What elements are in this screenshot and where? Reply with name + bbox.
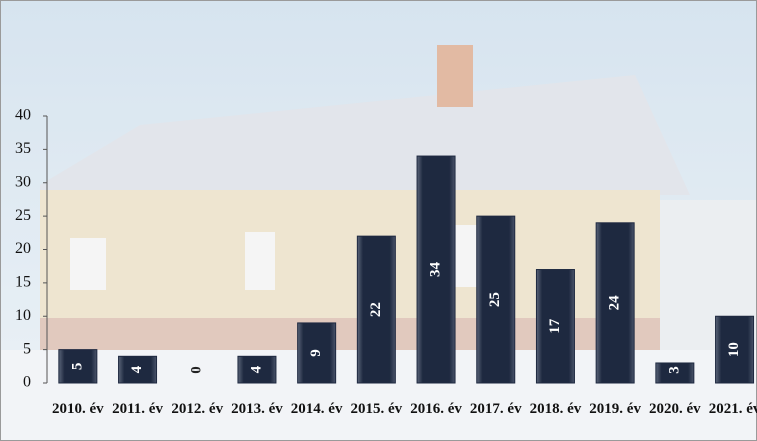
bar: [595, 222, 635, 384]
x-tick-label: 2014. év: [290, 401, 343, 417]
bar: [535, 269, 575, 384]
y-tick-label: 5: [23, 340, 31, 357]
value-label: 4: [248, 365, 264, 373]
value-label: 25: [487, 292, 503, 307]
value-label: 0: [189, 366, 205, 374]
value-label: 4: [129, 365, 145, 373]
y-tick-label: 20: [15, 240, 31, 257]
value-label: 9: [308, 349, 324, 357]
bar: [715, 315, 755, 384]
bar: [58, 349, 98, 384]
value-label: 34: [427, 262, 443, 278]
x-tick-label: 2018. év: [529, 401, 582, 417]
value-label: 3: [666, 366, 682, 374]
bar: [655, 362, 695, 384]
bar: [237, 355, 277, 384]
value-label: 24: [607, 295, 623, 311]
bar: [356, 235, 396, 384]
x-tick-label: 2016. év: [410, 401, 462, 417]
y-tick-label: 30: [15, 173, 31, 190]
x-tick-label: 2010. év: [52, 401, 104, 417]
x-tick-label: 2011. év: [112, 401, 163, 417]
bar: [416, 155, 456, 384]
x-tick-label: 2015. év: [350, 401, 403, 417]
x-tick-label: 2020. év: [649, 401, 701, 417]
value-label: 17: [547, 318, 563, 334]
x-tick-label: 2013. év: [231, 401, 283, 417]
y-tick-label: 35: [15, 140, 31, 157]
x-tick-label: 2019. év: [589, 401, 641, 417]
value-label: 10: [726, 342, 742, 357]
bar: [118, 355, 158, 384]
x-tick-label: 2017. év: [469, 401, 522, 417]
y-tick-label: 40: [15, 107, 31, 124]
value-label: 22: [368, 302, 384, 317]
y-tick-label: 0: [23, 374, 31, 391]
bar: [476, 215, 516, 384]
y-tick-label: 10: [15, 307, 31, 324]
value-label: 5: [69, 363, 85, 371]
y-tick-label: 25: [15, 207, 31, 224]
x-tick-label: 2021. év: [708, 401, 757, 417]
bar: [297, 322, 337, 384]
x-tick-label: 2012. év: [171, 401, 224, 417]
y-tick-label: 15: [15, 274, 31, 291]
